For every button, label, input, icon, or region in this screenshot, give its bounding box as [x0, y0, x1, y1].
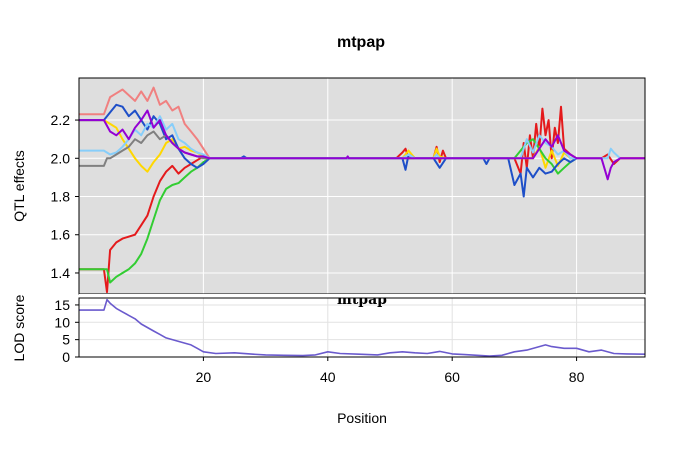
top-y-tick-label: 1.4	[51, 265, 71, 281]
top-y-tick-label: 1.6	[51, 227, 71, 243]
bottom-plot-background	[79, 298, 645, 357]
panel-gap	[79, 294, 645, 298]
lod-series-line	[79, 298, 646, 357]
top-y-axis-label: QTL effects	[11, 150, 27, 222]
top-chart-title: mtpap	[337, 34, 385, 51]
x-tick-label: 60	[444, 369, 460, 385]
top-series-line-8	[79, 109, 645, 181]
top-series-line-6	[79, 115, 621, 160]
x-axis-label: Position	[337, 410, 387, 426]
bottom-y-axis-label: LOD score	[11, 294, 27, 361]
bottom-y-tick-label: 0	[62, 349, 70, 365]
top-y-tick-label: 2.0	[51, 150, 71, 166]
x-tick-label: 40	[320, 369, 336, 385]
bottom-series-lines	[79, 298, 646, 357]
x-tick-label: 80	[569, 369, 585, 385]
top-series-line-2	[79, 86, 211, 159]
top-y-tick-label: 1.8	[51, 189, 71, 205]
x-tick-label: 20	[196, 369, 212, 385]
top-series-lines	[79, 86, 645, 294]
bottom-y-tick-label: 10	[54, 314, 70, 330]
top-series-line-4	[79, 138, 578, 284]
bottom-y-tick-label: 5	[62, 332, 70, 348]
top-plot-background	[79, 78, 645, 294]
top-y-tick-label: 2.2	[51, 112, 71, 128]
bottom-plot-frame	[78, 297, 646, 358]
bottom-y-tick-label: 15	[54, 297, 70, 313]
top-gridlines	[79, 78, 645, 294]
top-y-axis: 1.4 1.6 1.8 2.0 2.2	[51, 112, 79, 281]
bottom-x-axis: 20 40 60 80	[196, 357, 585, 385]
